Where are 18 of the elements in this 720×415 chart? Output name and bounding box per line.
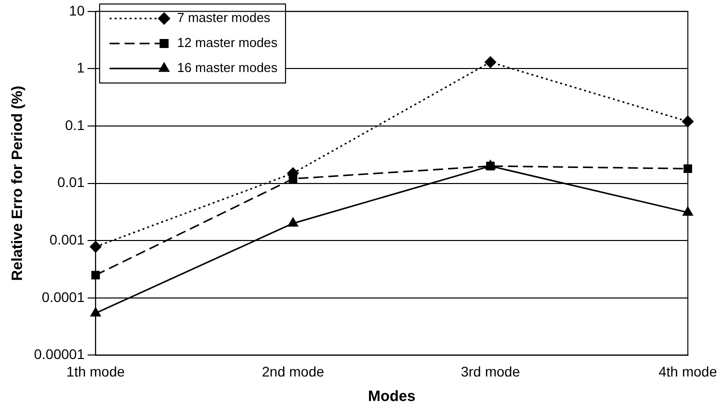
y-tick-label: 0.001 bbox=[50, 231, 85, 248]
x-tick-label: 1th mode bbox=[66, 363, 126, 380]
legend-label: 12 master modes bbox=[177, 35, 278, 50]
y-tick-label: 0.01 bbox=[57, 174, 85, 190]
x-tick-label: 4th mode bbox=[658, 363, 718, 380]
point bbox=[484, 56, 496, 68]
point bbox=[288, 218, 298, 227]
x-tick-label: 2nd mode bbox=[262, 363, 324, 380]
y-tick-label: 0.1 bbox=[65, 116, 85, 133]
y-tick-label: 0.00001 bbox=[34, 346, 85, 362]
y-tick-label: 1 bbox=[76, 60, 85, 76]
y-axis-title: Relative Erro for Period (%) bbox=[9, 86, 26, 281]
y-tick-label: 10 bbox=[69, 2, 85, 18]
legend-label: 7 master modes bbox=[177, 10, 271, 26]
y-tick-label: 0.0001 bbox=[42, 288, 85, 305]
legend-label: 16 master modes bbox=[177, 60, 278, 76]
x-tick-label: 3rd mode bbox=[460, 363, 520, 380]
x-axis-title: Modes bbox=[368, 388, 416, 406]
